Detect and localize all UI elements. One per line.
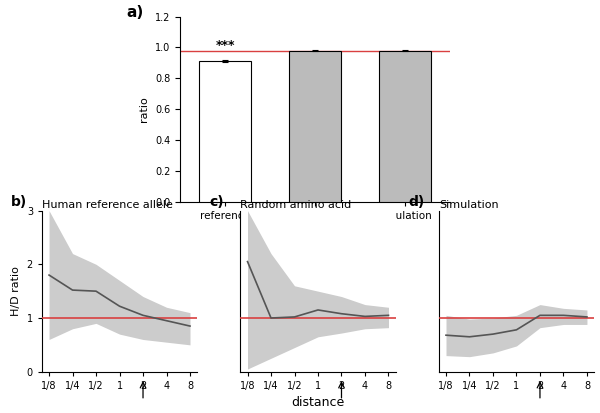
Bar bbox=[379, 51, 431, 202]
Text: distance: distance bbox=[292, 396, 344, 409]
Text: ***: *** bbox=[215, 39, 235, 52]
Text: b): b) bbox=[11, 195, 27, 209]
Bar bbox=[199, 61, 251, 202]
Bar bbox=[289, 51, 341, 202]
Y-axis label: ratio: ratio bbox=[139, 97, 149, 122]
Text: Human reference allele: Human reference allele bbox=[42, 200, 173, 210]
Text: Simulation: Simulation bbox=[439, 200, 499, 210]
Text: c): c) bbox=[209, 195, 224, 209]
Y-axis label: H/D ratio: H/D ratio bbox=[11, 266, 21, 316]
Text: Random amino acid: Random amino acid bbox=[241, 200, 352, 210]
Text: a): a) bbox=[126, 5, 143, 20]
Text: d): d) bbox=[408, 195, 424, 209]
